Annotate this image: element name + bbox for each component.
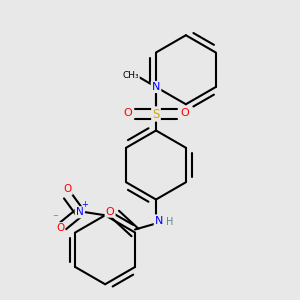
Text: H: H <box>166 217 173 227</box>
Text: CH₃: CH₃ <box>122 70 139 80</box>
Text: ⁻: ⁻ <box>53 213 58 223</box>
Text: O: O <box>123 107 132 118</box>
Text: O: O <box>56 223 64 233</box>
Text: S: S <box>152 107 160 121</box>
Text: N: N <box>155 215 163 226</box>
Text: +: + <box>81 200 88 209</box>
Text: O: O <box>180 107 189 118</box>
Text: N: N <box>152 82 160 92</box>
Text: O: O <box>64 184 72 194</box>
Text: N: N <box>76 207 83 217</box>
Text: O: O <box>106 206 115 217</box>
